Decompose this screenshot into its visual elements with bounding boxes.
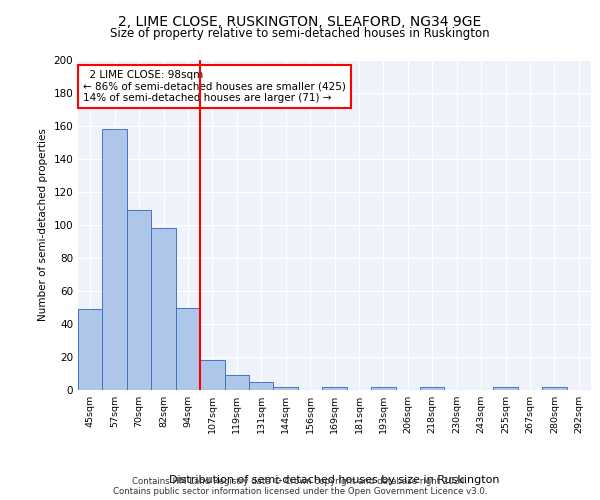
- Bar: [322, 386, 347, 390]
- Text: Contains HM Land Registry data © Crown copyright and database right 2024.
Contai: Contains HM Land Registry data © Crown c…: [113, 476, 487, 496]
- Bar: [200, 360, 224, 390]
- Bar: [103, 130, 127, 390]
- Bar: [371, 386, 395, 390]
- Bar: [78, 309, 103, 390]
- Bar: [249, 382, 274, 390]
- Bar: [127, 210, 151, 390]
- Bar: [420, 386, 445, 390]
- Text: 2 LIME CLOSE: 98sqm  
← 86% of semi-detached houses are smaller (425)
14% of sem: 2 LIME CLOSE: 98sqm ← 86% of semi-detach…: [83, 70, 346, 103]
- Y-axis label: Number of semi-detached properties: Number of semi-detached properties: [38, 128, 48, 322]
- Text: Size of property relative to semi-detached houses in Ruskington: Size of property relative to semi-detach…: [110, 28, 490, 40]
- Bar: [224, 375, 249, 390]
- Bar: [542, 386, 566, 390]
- Bar: [151, 228, 176, 390]
- X-axis label: Distribution of semi-detached houses by size in Ruskington: Distribution of semi-detached houses by …: [169, 475, 500, 485]
- Text: 2, LIME CLOSE, RUSKINGTON, SLEAFORD, NG34 9GE: 2, LIME CLOSE, RUSKINGTON, SLEAFORD, NG3…: [118, 15, 482, 29]
- Bar: [176, 308, 200, 390]
- Bar: [274, 386, 298, 390]
- Bar: [493, 386, 518, 390]
